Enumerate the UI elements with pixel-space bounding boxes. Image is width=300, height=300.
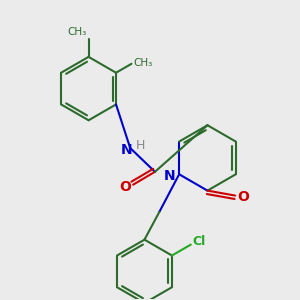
Text: Cl: Cl — [193, 235, 206, 248]
Text: CH₃: CH₃ — [67, 27, 87, 37]
Text: O: O — [237, 190, 249, 204]
Text: H: H — [135, 139, 145, 152]
Text: CH₃: CH₃ — [134, 58, 153, 68]
Text: N: N — [164, 169, 175, 183]
Text: N: N — [120, 143, 132, 157]
Text: O: O — [119, 180, 131, 194]
